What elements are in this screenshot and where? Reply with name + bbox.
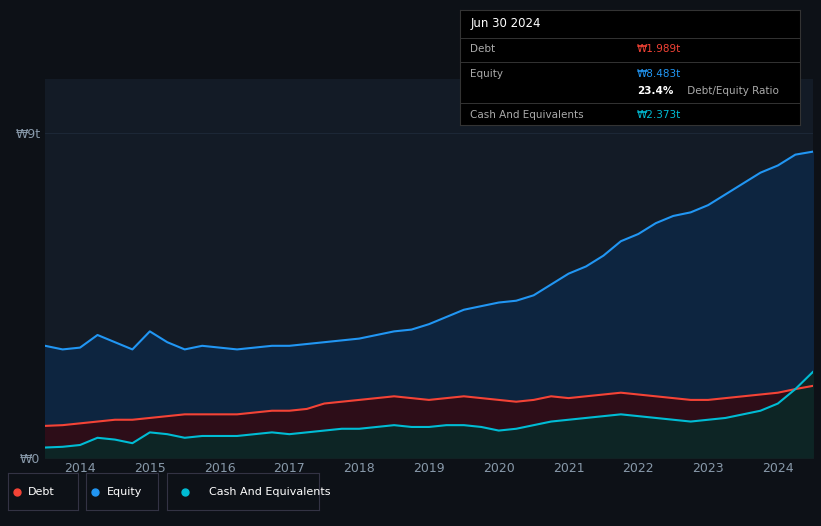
Text: Jun 30 2024: Jun 30 2024	[470, 17, 541, 31]
Text: Cash And Equivalents: Cash And Equivalents	[209, 487, 331, 497]
Text: Debt: Debt	[470, 44, 495, 54]
Text: Debt/Equity Ratio: Debt/Equity Ratio	[685, 86, 779, 96]
Text: ₩8.483t: ₩8.483t	[637, 69, 681, 79]
Text: Debt: Debt	[28, 487, 54, 497]
Text: Cash And Equivalents: Cash And Equivalents	[470, 109, 584, 119]
Text: ₩1.989t: ₩1.989t	[637, 44, 681, 54]
Text: Equity: Equity	[470, 69, 503, 79]
Text: ₩2.373t: ₩2.373t	[637, 109, 681, 119]
Text: Equity: Equity	[107, 487, 142, 497]
Text: 23.4%: 23.4%	[637, 86, 673, 96]
